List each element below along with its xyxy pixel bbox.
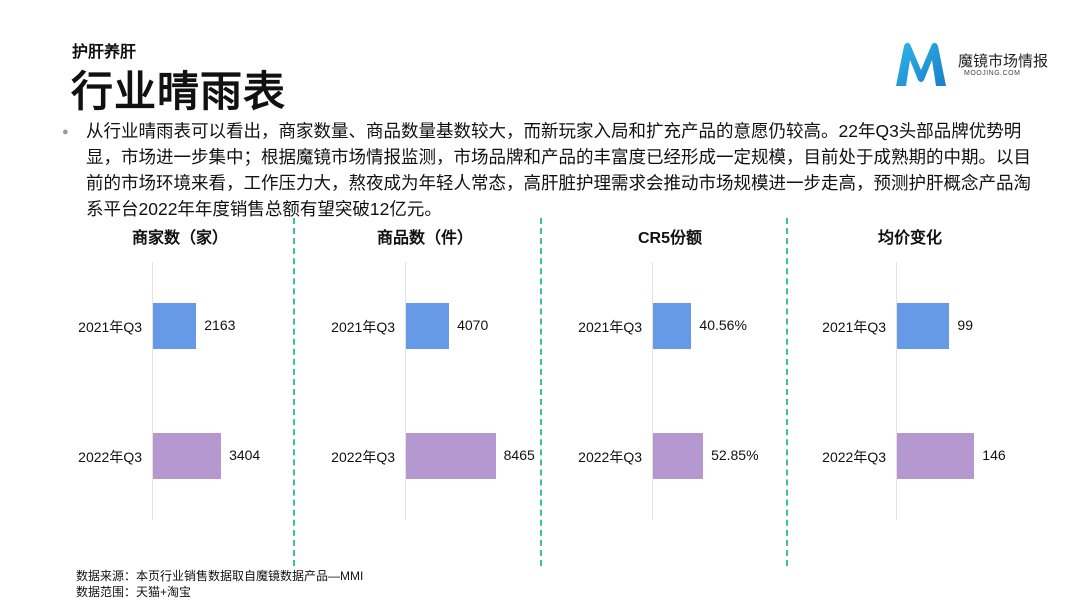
chart-title: 商品数（件）: [376, 230, 473, 247]
value-label: 4070: [457, 317, 489, 333]
bar: [897, 303, 950, 349]
category-label: 2022年Q3: [578, 449, 642, 465]
panel-divider: [540, 218, 542, 566]
bar: [153, 303, 197, 349]
category-label: 2021年Q3: [578, 319, 642, 335]
category-label: 2021年Q3: [78, 319, 142, 335]
chart-title: 均价变化: [877, 230, 942, 247]
bar: [406, 303, 450, 349]
panel-divider: [786, 218, 788, 566]
bar: [406, 433, 496, 479]
bar: [897, 433, 975, 479]
value-label: 52.85%: [711, 447, 759, 463]
chart-panel: 商品数（件） 2021年Q3 4070 2022年Q3 8465: [305, 220, 545, 540]
data-scope-note: 数据范围：天猫+淘宝: [76, 585, 192, 599]
axis-line: [152, 262, 153, 520]
chart-panel: 商家数（家） 2021年Q3 2163 2022年Q3 3404: [60, 220, 300, 540]
axis-line: [652, 262, 653, 520]
value-label: 2163: [204, 317, 236, 333]
value-label: 8465: [503, 447, 535, 463]
category-label: 2022年Q3: [78, 449, 142, 465]
category-label: 2022年Q3: [331, 449, 395, 465]
bullet-icon: ●: [62, 126, 69, 138]
value-label: 146: [982, 447, 1006, 463]
category-label: 2021年Q3: [822, 319, 886, 335]
data-source-note: 数据来源：本页行业销售数据取自魔镜数据产品—MMI: [76, 569, 364, 583]
chart-title: CR5份额: [637, 230, 702, 247]
moojing-m-icon: [896, 42, 946, 86]
value-label: 99: [957, 317, 973, 333]
bar: [653, 303, 692, 349]
logo-domain: MOOJING.COM: [964, 70, 1021, 77]
panel-divider: [293, 218, 295, 566]
value-label: 3404: [229, 447, 261, 463]
bar: [653, 433, 704, 479]
axis-line: [896, 262, 897, 520]
footer-notes: 数据来源：本页行业销售数据取自魔镜数据产品—MMI 数据范围：天猫+淘宝: [76, 568, 363, 600]
logo-name: 魔镜市场情报: [958, 53, 1049, 70]
brand-logo: 魔镜市场情报 MOOJING.COM: [892, 40, 1052, 90]
value-label: 40.56%: [699, 317, 747, 333]
axis-line: [405, 262, 406, 520]
chart-title: 商家数（家）: [131, 230, 228, 247]
summary-paragraph: 从行业晴雨表可以看出，商家数量、商品数量基数较大，而新玩家入局和扩充产品的意愿仍…: [86, 121, 1031, 219]
chart-panel: CR5份额 2021年Q3 40.56% 2022年Q3 52.85%: [550, 220, 790, 540]
page-subtitle: 护肝养肝: [72, 44, 137, 61]
category-label: 2021年Q3: [331, 319, 395, 335]
chart-panel: 均价变化 2021年Q3 99 2022年Q3 146: [790, 220, 1030, 540]
category-label: 2022年Q3: [822, 449, 886, 465]
page-title: 行业晴雨表: [71, 68, 287, 115]
bar: [153, 433, 222, 479]
